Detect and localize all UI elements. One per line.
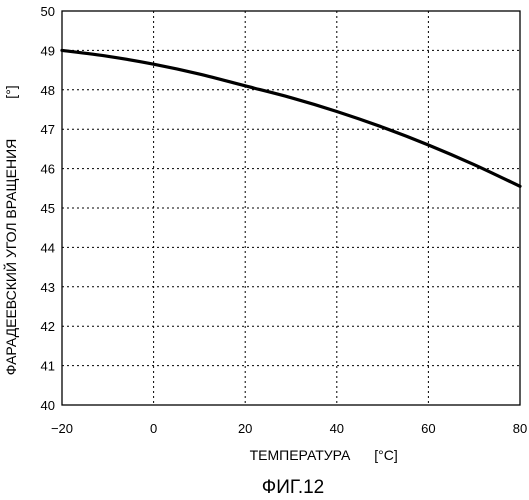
figure-caption: ФИГ.12 bbox=[262, 477, 324, 498]
grid-lines bbox=[62, 11, 520, 405]
y-tick-label: 46 bbox=[41, 162, 55, 177]
y-axis-unit: [°] bbox=[3, 85, 19, 98]
y-tick-labels: 40 41 42 43 44 45 46 47 48 49 50 bbox=[41, 4, 55, 413]
x-tick-label: −20 bbox=[51, 421, 73, 436]
x-tick-labels: −20 0 20 40 60 80 bbox=[51, 421, 527, 436]
y-tick-label: 40 bbox=[41, 398, 55, 413]
y-tick-label: 48 bbox=[41, 83, 55, 98]
y-tick-label: 47 bbox=[41, 122, 55, 137]
y-tick-label: 43 bbox=[41, 280, 55, 295]
y-tick-label: 45 bbox=[41, 201, 55, 216]
y-tick-label: 41 bbox=[41, 359, 55, 374]
y-axis-label: ФАРАДЕЕВСКИЙ УГОЛ ВРАЩЕНИЯ bbox=[2, 139, 19, 376]
x-tick-label: 0 bbox=[150, 421, 157, 436]
x-tick-label: 20 bbox=[238, 421, 252, 436]
plot-frame bbox=[62, 11, 520, 405]
x-tick-label: 80 bbox=[513, 421, 527, 436]
x-axis-unit: [°C] bbox=[374, 447, 398, 463]
x-tick-label: 40 bbox=[330, 421, 344, 436]
x-tick-label: 60 bbox=[421, 421, 435, 436]
y-tick-label: 44 bbox=[41, 240, 55, 255]
y-tick-label: 42 bbox=[41, 319, 55, 334]
x-axis-label: ТЕМПЕРАТУРА bbox=[250, 447, 351, 463]
y-tick-label: 50 bbox=[41, 4, 55, 19]
series-line bbox=[62, 50, 520, 186]
y-tick-label: 49 bbox=[41, 43, 55, 58]
